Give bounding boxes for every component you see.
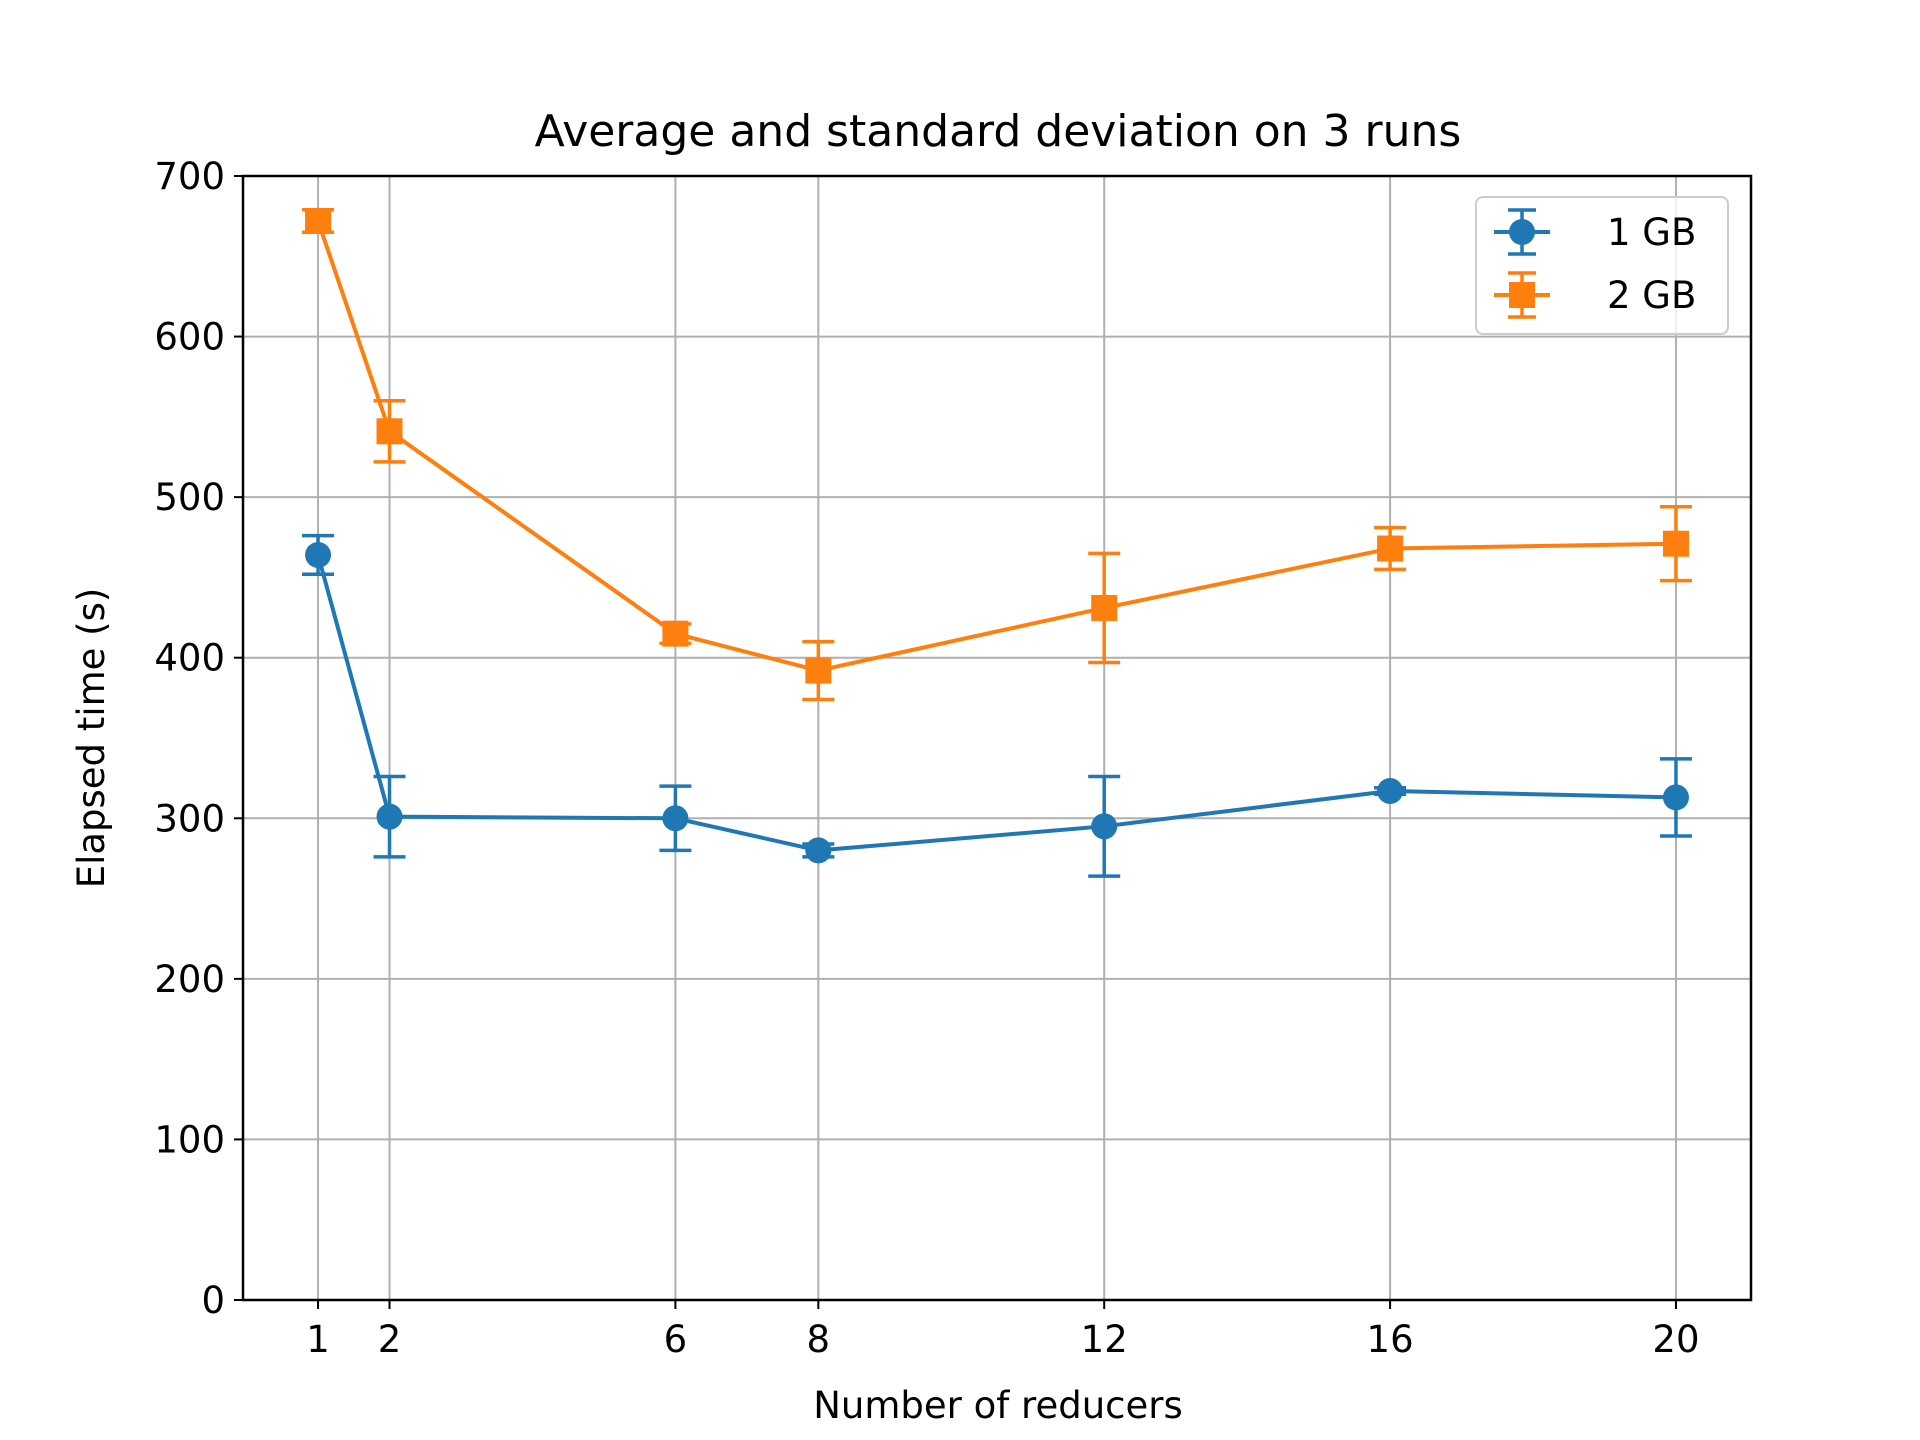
x-tick-label: 6 xyxy=(664,1318,688,1361)
series-layer xyxy=(302,207,1692,878)
data-point-circle xyxy=(1091,813,1118,840)
legend-label: 2 GB xyxy=(1607,274,1696,317)
legend-marker-circle xyxy=(1509,219,1535,245)
y-tick-label: 0 xyxy=(201,1279,225,1322)
legend: 1 GB 2 GB xyxy=(1475,196,1729,335)
legend-entry: 1 GB xyxy=(1494,208,1696,256)
data-point-circle xyxy=(1377,777,1404,804)
data-point-circle xyxy=(376,803,403,830)
data-point-square xyxy=(662,620,689,647)
x-tick-label: 2 xyxy=(378,1318,402,1361)
x-tick-label: 1 xyxy=(306,1318,330,1361)
data-point-circle xyxy=(305,541,332,568)
legend-label: 1 GB xyxy=(1607,211,1696,254)
x-tick-label: 8 xyxy=(807,1318,831,1361)
series-line xyxy=(316,554,1677,853)
y-tick-label: 300 xyxy=(154,797,225,840)
x-tick-label: 16 xyxy=(1367,1318,1414,1361)
legend-entry: 2 GB xyxy=(1494,271,1696,319)
plot-frame xyxy=(241,174,1753,1302)
series-2 xyxy=(302,207,1692,702)
y-tick-label: 600 xyxy=(154,316,225,359)
x-tick-label: 12 xyxy=(1081,1318,1128,1361)
grid-lines xyxy=(243,175,1751,1301)
data-point-square xyxy=(1091,594,1118,621)
data-point-circle xyxy=(662,805,689,832)
series-1 xyxy=(302,533,1692,878)
data-point-square xyxy=(1662,530,1689,557)
y-tick-label: 500 xyxy=(154,476,225,519)
series-line xyxy=(316,220,1676,673)
legend-marker-square xyxy=(1509,282,1535,308)
data-point-square xyxy=(805,657,832,684)
y-tick-label: 400 xyxy=(154,637,225,680)
data-point-circle xyxy=(1662,784,1689,811)
x-axis-label: Number of reducers xyxy=(813,1384,1183,1427)
data-point-circle xyxy=(805,837,832,864)
y-tick-label: 100 xyxy=(154,1118,225,1161)
x-tick-label: 20 xyxy=(1652,1318,1699,1361)
y-tick-label: 200 xyxy=(154,958,225,1001)
y-axis-label: Elapsed time (s) xyxy=(70,588,113,889)
data-point-square xyxy=(305,207,332,234)
data-point-square xyxy=(376,418,403,445)
data-point-square xyxy=(1377,535,1404,562)
chart-title: Average and standard deviation on 3 runs xyxy=(535,106,1462,157)
y-tick-label: 700 xyxy=(154,155,225,198)
